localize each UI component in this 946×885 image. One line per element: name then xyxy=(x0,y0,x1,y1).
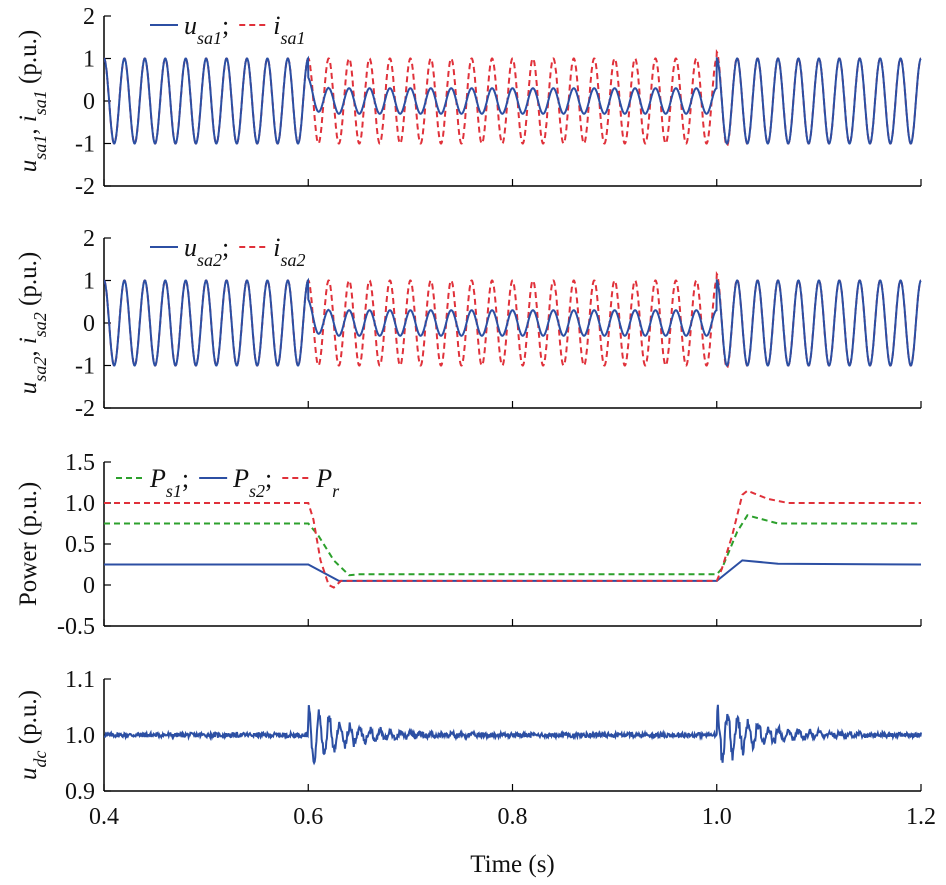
series-line-1 xyxy=(104,704,922,766)
y-axis-title: udc (p.u.) xyxy=(15,690,50,780)
x-axis-title: Time (s) xyxy=(470,851,555,878)
legend-label: Ps2; xyxy=(232,464,272,501)
series-line-2 xyxy=(104,559,922,582)
series-line-2 xyxy=(104,277,922,367)
y-axis-title: usa2, isa2 (p.u.) xyxy=(15,252,50,394)
x-tick-label: 0.4 xyxy=(89,804,119,830)
y-tick-label: 1 xyxy=(83,47,95,73)
y-tick-label: -1 xyxy=(75,132,95,158)
panel-1: -2 -1 0 1 2 usa1, isa1 (p.u.) usa1; isa1 xyxy=(15,4,922,200)
y-tick-label: 1.1 xyxy=(65,667,95,693)
y-tick-label: 2 xyxy=(83,226,95,252)
x-tick-label: 1.0 xyxy=(702,804,732,830)
x-tick-label: 0.6 xyxy=(293,804,323,830)
y-tick-label: 0 xyxy=(83,573,95,599)
legend-label: Ps1; xyxy=(149,464,189,501)
y-tick-label: 0 xyxy=(83,311,95,337)
series-line-2 xyxy=(104,55,922,145)
panel-2: -2 -1 0 1 2 usa2, isa2 (p.u.) usa2; isa2 xyxy=(15,226,922,422)
y-tick-label: -2 xyxy=(75,396,95,422)
y-tick-label: 1.0 xyxy=(65,491,95,517)
y-tick-label: 2 xyxy=(83,4,95,30)
legend: usa2; isa2 xyxy=(150,233,306,270)
y-tick-label: 1.5 xyxy=(65,450,95,476)
y-axis-title: Power (p.u.) xyxy=(15,482,42,606)
y-tick-label: 1.0 xyxy=(65,723,95,749)
panel-3: -0.5 0 0.5 1.0 1.5 Power (p.u.) Ps1; Ps2; Pr xyxy=(15,450,922,640)
legend-label: usa2; xyxy=(184,233,229,270)
y-tick-label: -2 xyxy=(75,174,95,200)
legend: Ps1; Ps2; Pr xyxy=(116,464,340,501)
series-line-1 xyxy=(104,271,922,369)
y-tick-label: 0.9 xyxy=(65,779,95,805)
x-tick-label: 1.2 xyxy=(906,804,936,830)
x-tick-label: 0.8 xyxy=(498,804,528,830)
y-tick-label: 0 xyxy=(83,89,95,115)
y-axis-title: usa1, isa1 (p.u.) xyxy=(15,30,50,172)
legend-label: Pr xyxy=(315,464,340,501)
legend-label: isa1 xyxy=(273,11,305,48)
panel-4: 0.9 1.0 1.1 0.4 0.6 0.8 1.0 1.2 udc (p.u.) xyxy=(15,667,936,830)
legend: usa1; isa1 xyxy=(150,11,306,48)
y-tick-label: 1 xyxy=(83,269,95,295)
y-tick-label: -0.5 xyxy=(57,614,95,640)
y-tick-label: 0.5 xyxy=(65,532,95,558)
series-line-1 xyxy=(104,49,922,147)
series-line-1 xyxy=(104,514,921,577)
legend-label: usa1; xyxy=(184,11,229,48)
legend-label: isa2 xyxy=(273,233,305,270)
series-line-3 xyxy=(104,489,921,589)
y-tick-label: -1 xyxy=(75,354,95,380)
